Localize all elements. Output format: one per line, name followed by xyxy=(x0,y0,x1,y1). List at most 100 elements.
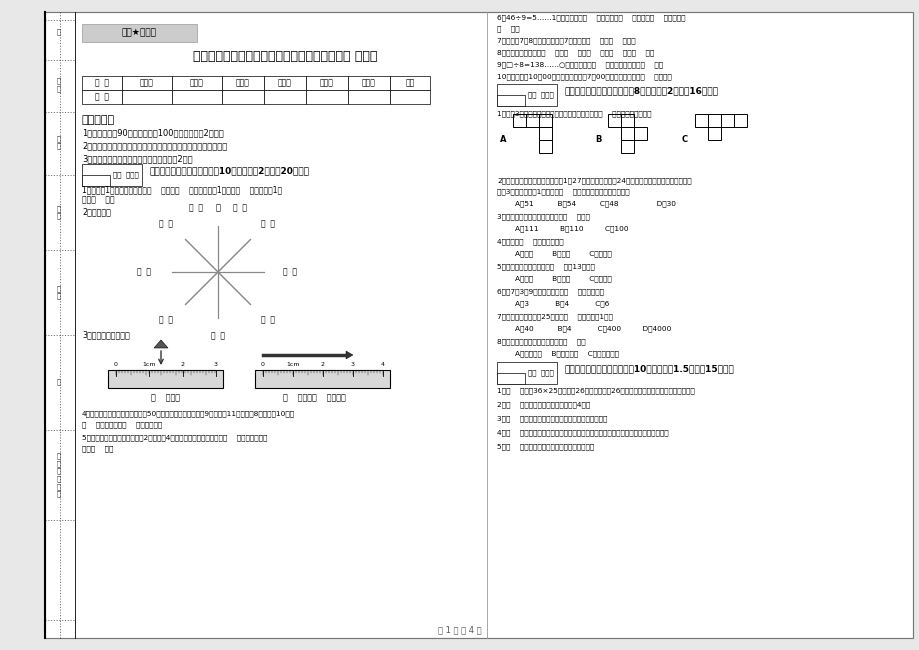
Text: 考试须知：: 考试须知： xyxy=(82,115,115,125)
Text: 总分: 总分 xyxy=(405,79,414,88)
Polygon shape xyxy=(346,351,353,359)
Bar xyxy=(390,76,429,90)
Bar xyxy=(539,140,551,153)
Text: （  ）: （ ） xyxy=(137,268,151,276)
Text: A、3           B、4           C、6: A、3 B、4 C、6 xyxy=(515,301,608,307)
Text: （  ）: （ ） xyxy=(283,268,297,276)
Bar xyxy=(526,114,539,127)
Bar xyxy=(82,175,110,186)
Text: A: A xyxy=(499,135,505,144)
Bar xyxy=(82,24,197,42)
Text: 3: 3 xyxy=(351,361,355,367)
Text: 的有3人，那么三（1）一共有（    ）人参加了书画和棋艺小组。: 的有3人，那么三（1）一共有（ ）人参加了书画和棋艺小组。 xyxy=(496,188,629,195)
Text: 综合题: 综合题 xyxy=(320,79,334,88)
Text: 格是（    ）。: 格是（ ）。 xyxy=(82,196,115,205)
Bar xyxy=(221,90,264,104)
Text: 0: 0 xyxy=(261,361,265,367)
Bar xyxy=(82,164,142,186)
Text: 4: 4 xyxy=(380,361,384,367)
Bar xyxy=(620,114,633,127)
Text: （    ）毫米: （ ）毫米 xyxy=(151,393,180,402)
Text: 3、不要在试卷上乱写乱画，卷面不整洁扣2分。: 3、不要在试卷上乱写乱画，卷面不整洁扣2分。 xyxy=(82,155,192,164)
Bar xyxy=(306,90,347,104)
Text: 0: 0 xyxy=(114,361,118,367)
Text: （  ）: （ ） xyxy=(159,220,173,229)
Text: 1、考试时间：90分钟，满分为100分（含卷面分2分）。: 1、考试时间：90分钟，满分为100分（含卷面分2分）。 xyxy=(82,129,223,138)
Bar xyxy=(122,90,172,104)
Bar xyxy=(607,114,620,127)
Bar xyxy=(172,90,221,104)
Text: 选择题: 选择题 xyxy=(190,79,204,88)
Text: （    ）厘米（    ）毫米。: （ ）厘米（ ）毫米。 xyxy=(283,393,346,402)
Text: 7、时针在7和8之间，分针指向7，这时是（    ）时（    ）分。: 7、时针在7和8之间，分针指向7，这时是（ ）时（ ）分。 xyxy=(496,38,635,44)
Bar xyxy=(496,95,525,106)
Text: 4、（    ）有余除法的验算方法是商乘除数加余数，看得到的结果是否与被除数相等。: 4、（ ）有余除法的验算方法是商乘除数加余数，看得到的结果是否与被除数相等。 xyxy=(496,430,668,436)
Text: 乡
镇
（
街
道
）: 乡 镇 （ 街 道 ） xyxy=(57,452,61,497)
Bar xyxy=(496,373,525,384)
Text: 3、量出钉子的长度。: 3、量出钉子的长度。 xyxy=(82,330,130,339)
Bar xyxy=(694,114,708,127)
Text: C: C xyxy=(681,135,687,144)
Text: 3: 3 xyxy=(214,361,218,367)
Text: 题  号: 题 号 xyxy=(95,79,108,88)
Bar xyxy=(633,127,646,140)
Text: 9、□÷8=138……○，余数最大填（    ），这时被除数是（    ）。: 9、□÷8=138……○，余数最大填（ ），这时被除数是（ ）。 xyxy=(496,62,663,68)
Text: B: B xyxy=(595,135,600,144)
Text: 判断题: 判断题 xyxy=(236,79,250,88)
Text: 1、分针走1小格，秒针正好走（    ），是（    ）秒，分针走1大格是（    ），时针走1大: 1、分针走1小格，秒针正好走（ ），是（ ）秒，分针走1大格是（ ），时针走1大 xyxy=(82,185,282,194)
Text: 学
号: 学 号 xyxy=(57,78,61,92)
Text: 1、下列3个图形中，每个小正方形都一样大，那么（    ）图形的周长最长。: 1、下列3个图形中，每个小正方形都一样大，那么（ ）图形的周长最长。 xyxy=(496,111,651,117)
Text: 2、（    ）正方形的周长是它的边长的4倍。: 2、（ ）正方形的周长是它的边长的4倍。 xyxy=(496,402,590,408)
Bar xyxy=(264,90,306,104)
Bar xyxy=(347,76,390,90)
Text: 计算题: 计算题 xyxy=(278,79,291,88)
Text: A、一定        B、可能        C、不可能: A、一定 B、可能 C、不可能 xyxy=(515,251,611,257)
Bar xyxy=(708,127,720,140)
Bar xyxy=(264,76,306,90)
Text: 图: 图 xyxy=(57,29,61,35)
Bar xyxy=(82,90,122,104)
Text: 班
级: 班 级 xyxy=(57,205,61,219)
Text: 1cm: 1cm xyxy=(286,361,300,367)
Text: 一、用心思考，正确填空（共10小题，每题2分，共20分）。: 一、用心思考，正确填空（共10小题，每题2分，共20分）。 xyxy=(150,166,310,176)
Text: 4、四边形（    ）平行四边形。: 4、四边形（ ）平行四边形。 xyxy=(496,239,563,245)
Text: （  ）: （ ） xyxy=(159,315,173,324)
Bar xyxy=(513,114,526,127)
Bar xyxy=(496,84,556,106)
Text: A、111         B、110         C、100: A、111 B、110 C、100 xyxy=(515,226,628,232)
Text: 6、46÷9=5……1中，被除数是（    ），除数是（    ），商是（    ），余数是: 6、46÷9=5……1中，被除数是（ ），除数是（ ），商是（ ），余数是 xyxy=(496,15,685,21)
Text: 浙江省实验小学三年级数学下学期开学考试试题 附解析: 浙江省实验小学三年级数学下学期开学考试试题 附解析 xyxy=(193,51,377,64)
Bar xyxy=(306,76,347,90)
Bar xyxy=(496,362,556,384)
Bar xyxy=(82,76,122,90)
Text: （  ）: （ ） xyxy=(261,220,275,229)
Bar xyxy=(720,114,733,127)
Bar xyxy=(733,114,746,127)
Bar xyxy=(620,140,633,153)
Text: A、40          B、4           C、400         D、4000: A、40 B、4 C、400 D、4000 xyxy=(515,326,671,332)
Text: 2、填一填。: 2、填一填。 xyxy=(82,207,111,216)
Text: 2: 2 xyxy=(321,361,324,367)
Text: 10、小林晚上10：00睡觉，第二天早上7：00起床，他一共睡了（    ）小时。: 10、小林晚上10：00睡觉，第二天早上7：00起床，他一共睡了（ ）小时。 xyxy=(496,73,671,81)
Text: 5、劳动课上做纸花，红红做了2朵纸花，4朵盖花，红花占纸花总数的（    ），蓝花占纸花: 5、劳动课上做纸花，红红做了2朵纸花，4朵盖花，红花占纸花总数的（ ），蓝花占纸… xyxy=(82,435,267,441)
Text: （  ）: （ ） xyxy=(210,332,225,341)
Text: 7、平均每个同学作业25千克，（    ）名同学重1吨。: 7、平均每个同学作业25千克，（ ）名同学重1吨。 xyxy=(496,314,612,320)
Text: 2、请首先按要求在试卷的指定位置填写您的姓名、班级、学号。: 2、请首先按要求在试卷的指定位置填写您的姓名、班级、学号。 xyxy=(82,142,227,151)
Text: 应用题: 应用题 xyxy=(362,79,376,88)
Bar xyxy=(539,127,551,140)
Bar xyxy=(255,370,390,388)
Text: 三、仔细推敲，正确判断（共10小题，每题1.5分，共15分）。: 三、仔细推敲，正确判断（共10小题，每题1.5分，共15分）。 xyxy=(564,365,734,374)
Text: 8、常用的长度单位有（    ）、（    ）、（    ）、（    ）、（    ）。: 8、常用的长度单位有（ ）、（ ）、（ ）、（ ）、（ ）。 xyxy=(496,49,653,57)
Text: 数的（    ）。: 数的（ ）。 xyxy=(82,446,113,452)
Text: 6、用7、3、9三个数字可组成（    ）个三位数。: 6、用7、3、9三个数字可组成（ ）个三位数。 xyxy=(496,289,604,295)
Text: 学
校: 学 校 xyxy=(57,285,61,299)
Text: 8、下面现象中属于平移现象的是（    ）。: 8、下面现象中属于平移现象的是（ ）。 xyxy=(496,339,585,345)
Text: （  ）: （ ） xyxy=(188,203,203,213)
Bar xyxy=(221,76,264,90)
Text: 得分  评卷人: 得分 评卷人 xyxy=(528,92,553,98)
Text: 绝密★启用前: 绝密★启用前 xyxy=(121,29,156,38)
Text: A、51          B、54          C、48                D、30: A、51 B、54 C、48 D、30 xyxy=(515,201,675,207)
Text: 4、体育老师对第一小组同学进行50米跑测试，成绩如下小红9秒，小丽11秒，小明8秒，小军10秒，: 4、体育老师对第一小组同学进行50米跑测试，成绩如下小红9秒，小丽11秒，小明8… xyxy=(82,411,295,417)
Text: 2: 2 xyxy=(180,361,185,367)
Polygon shape xyxy=(153,340,168,348)
